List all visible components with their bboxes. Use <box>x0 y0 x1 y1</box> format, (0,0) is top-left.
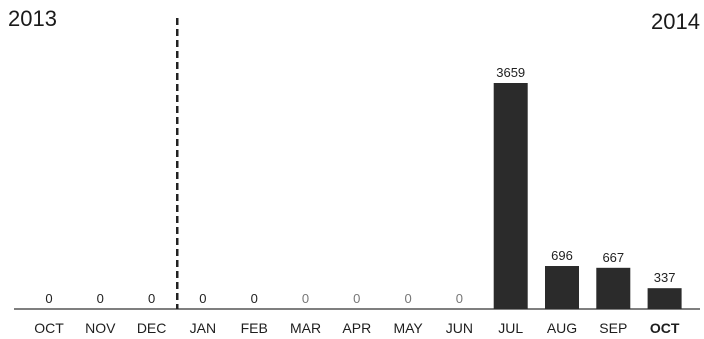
bars-layer <box>493 83 682 309</box>
data-label-4: 0 <box>251 291 258 306</box>
data-label-3: 0 <box>199 291 206 306</box>
x-tick-label-10: AUG <box>547 320 577 336</box>
data-label-5: 0 <box>302 291 309 306</box>
bar-9 <box>493 83 528 309</box>
x-tick-label-6: APR <box>342 320 371 336</box>
data-label-12: 337 <box>654 270 676 285</box>
bar-12 <box>647 288 682 309</box>
data-label-10: 696 <box>551 248 573 263</box>
x-tick-label-3: JAN <box>190 320 216 336</box>
x-tick-label-12: OCT <box>650 320 680 336</box>
x-tick-label-9: JUL <box>498 320 523 336</box>
bar-10 <box>545 266 579 309</box>
x-tick-label-8: JUN <box>446 320 473 336</box>
data-label-7: 0 <box>404 291 411 306</box>
data-label-1: 0 <box>97 291 104 306</box>
data-label-2: 0 <box>148 291 155 306</box>
year-label-left: 2013 <box>8 6 57 31</box>
data-labels-layer: 0 0 0 0 0 0 0 0 0 3659 696 667 337 <box>45 65 675 306</box>
x-tick-label-7: MAY <box>393 320 423 336</box>
data-label-8: 0 <box>456 291 463 306</box>
data-label-6: 0 <box>353 291 360 306</box>
x-tick-label-4: FEB <box>241 320 268 336</box>
x-tick-labels-layer: OCT NOV DEC JAN FEB MAR APR MAY JUN JUL AUG SEP OCT <box>34 320 680 336</box>
data-label-11: 667 <box>602 250 624 265</box>
year-label-right: 2014 <box>651 9 700 34</box>
x-tick-label-0: OCT <box>34 320 64 336</box>
data-label-9: 3659 <box>496 65 525 80</box>
x-tick-label-5: MAR <box>290 320 321 336</box>
x-tick-label-1: NOV <box>85 320 116 336</box>
bar-11 <box>596 267 631 309</box>
x-tick-label-2: DEC <box>137 320 167 336</box>
data-label-0: 0 <box>45 291 52 306</box>
x-tick-label-11: SEP <box>599 320 627 336</box>
